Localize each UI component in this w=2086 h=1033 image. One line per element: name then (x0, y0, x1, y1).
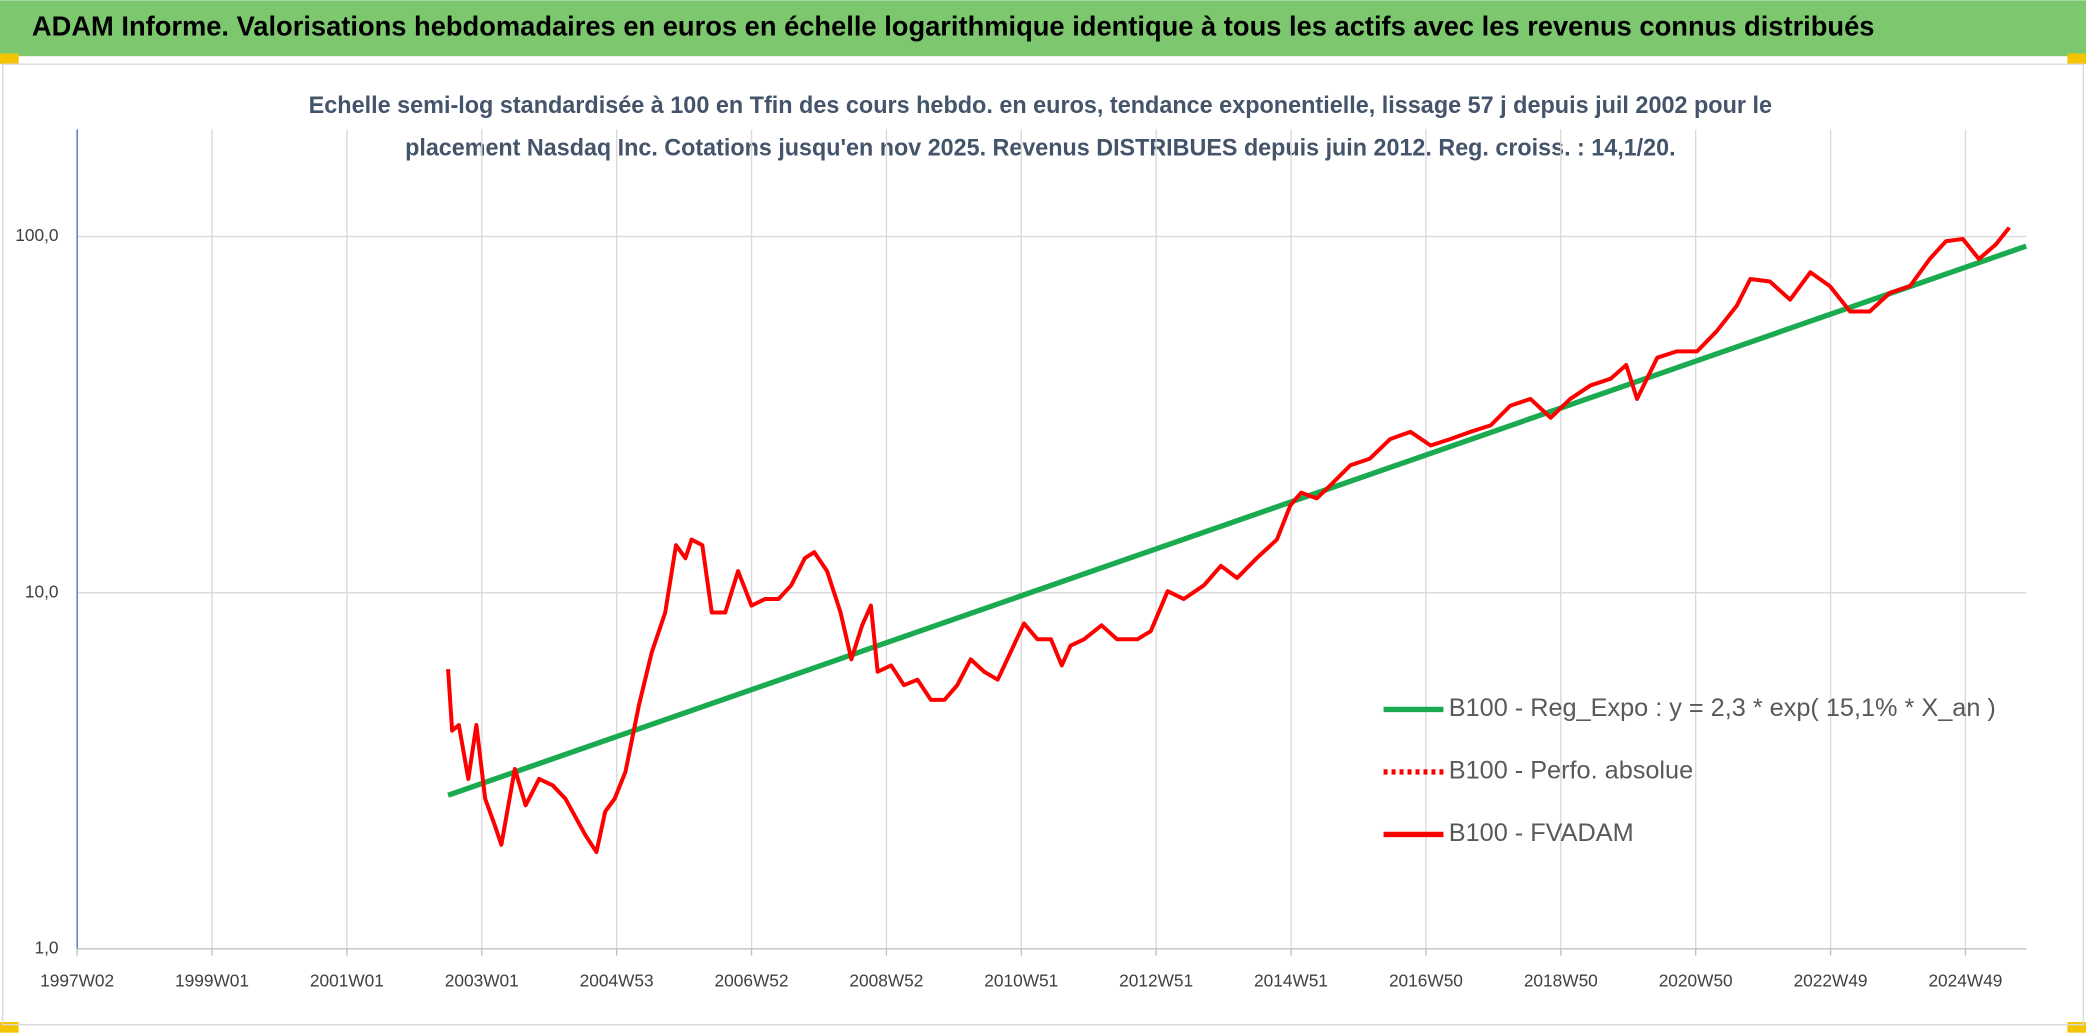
data-line (447, 243, 2028, 798)
legend-label: B100 - Reg_Expo : y = 2,3 * exp( 15,1% *… (1449, 694, 1996, 722)
x-tick-label: 2001W01 (310, 971, 384, 991)
x-tick-label: 2010W51 (984, 971, 1058, 991)
x-tick-label: 2014W51 (1254, 971, 1328, 991)
x-tick-label: 1999W01 (175, 971, 249, 991)
y-tick-label: 10,0 (25, 581, 59, 601)
y-tick-label: 1,0 (35, 937, 59, 957)
corner-mark (0, 1022, 19, 1033)
header-bar (0, 0, 2086, 57)
x-tick-label: 2020W50 (1659, 971, 1733, 991)
x-tick-label: 2012W51 (1119, 971, 1193, 991)
data-line (446, 226, 2011, 855)
corner-mark (2067, 53, 2086, 65)
x-tick-label: 2006W52 (715, 971, 789, 991)
corner-mark (2067, 1022, 2086, 1033)
chart-frame (1, 63, 2085, 1026)
page-title: ADAM Informe. Valorisations hebdomadaire… (32, 11, 1875, 42)
chart-subtitle: placement Nasdaq Inc. Cotations jusqu'en… (405, 135, 1675, 162)
legend-label: B100 - Perfo. absolue (1449, 757, 1693, 785)
legend-label: B100 - FVADAM (1449, 819, 1634, 847)
x-tick-label: 2024W49 (1928, 971, 2002, 991)
y-tick-label: 100,0 (15, 225, 58, 245)
x-tick-label: 2016W50 (1389, 971, 1463, 991)
x-tick-label: 2003W01 (445, 971, 519, 991)
x-tick-label: 2004W53 (580, 971, 654, 991)
chart-subtitle: Echelle semi-log standardisée à 100 en T… (309, 92, 1772, 119)
x-tick-label: 1997W02 (40, 971, 114, 991)
x-tick-label: 2022W49 (1794, 971, 1868, 991)
x-tick-label: 2018W50 (1524, 971, 1598, 991)
corner-mark (0, 53, 19, 65)
x-tick-label: 2008W52 (849, 971, 923, 991)
